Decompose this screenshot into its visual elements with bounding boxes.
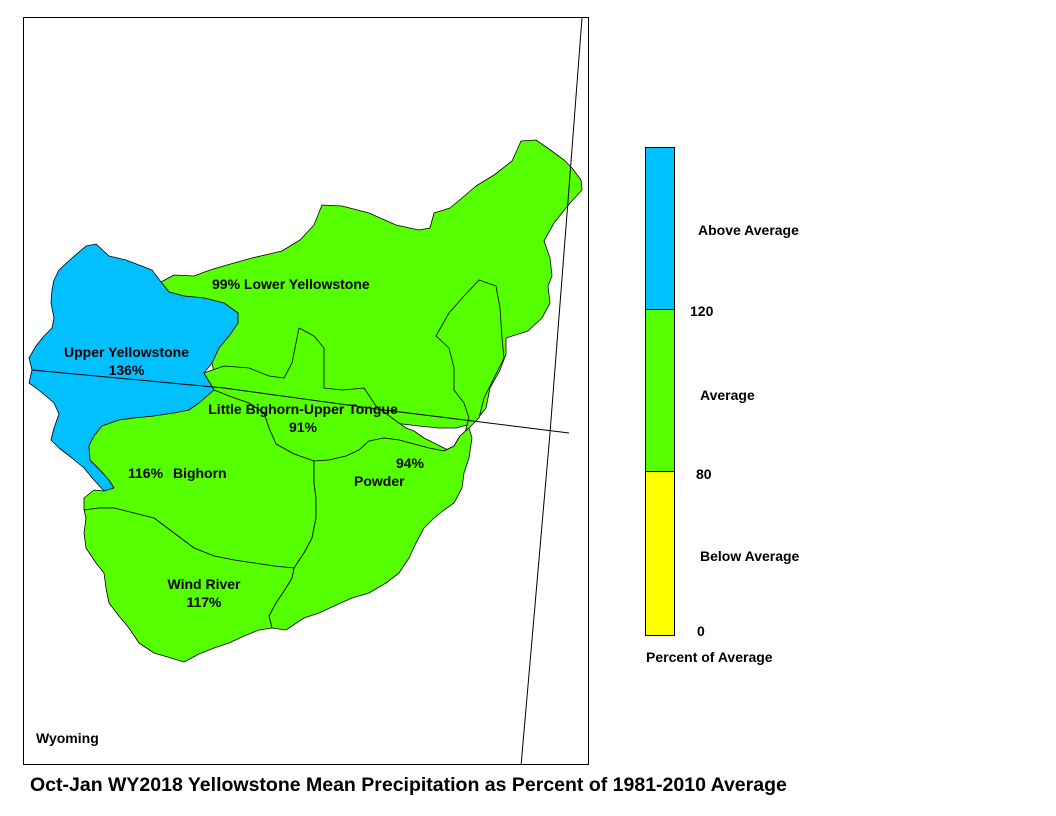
upper-yellowstone-percent: 136% <box>108 362 145 378</box>
state-label: Wyoming <box>36 730 99 746</box>
little-bighorn-upper-tongue-name: Little Bighorn-Upper Tongue <box>208 401 398 417</box>
legend-below-swatch <box>645 471 675 636</box>
basin-label-upper-yellowstone: Upper Yellowstone 136% <box>54 343 199 379</box>
legend-average-label: Average <box>700 387 755 403</box>
map-caption: Oct-Jan WY2018 Yellowstone Mean Precipit… <box>30 774 787 796</box>
basin-map <box>28 18 583 764</box>
legend-below-label: Below Average <box>700 548 800 564</box>
legend-average-swatch <box>645 309 675 473</box>
wind-river-percent: 117% <box>186 594 222 610</box>
basin-label-wind-river: Wind River 117% <box>154 575 254 611</box>
basin-label-powder: 94% Powder <box>354 454 424 490</box>
bighorn-percent: 116% <box>128 465 164 481</box>
basin-wind-river-shape[interactable] <box>83 507 295 663</box>
legend-tick-120: 120 <box>690 303 714 319</box>
state-border-line <box>31 369 570 434</box>
map-panel: 99% Lower Yellowstone Upper Yellowstone … <box>23 17 589 765</box>
powder-name: Powder <box>354 473 405 489</box>
legend-above-swatch <box>645 147 675 311</box>
state-border-east-line <box>520 18 583 764</box>
legend-tick-80: 80 <box>696 466 712 482</box>
wind-river-name: Wind River <box>167 576 241 592</box>
legend-above-label: Above Average <box>698 222 799 238</box>
basin-label-lower-yellowstone: 99% Lower Yellowstone <box>212 275 370 293</box>
bighorn-name: Bighorn <box>172 465 227 481</box>
basin-label-bighorn: 116% Bighorn <box>128 464 227 482</box>
upper-yellowstone-name: Upper Yellowstone <box>64 344 189 360</box>
legend <box>645 147 675 636</box>
lower-yellowstone-name: Lower Yellowstone <box>243 276 370 292</box>
lower-yellowstone-percent: 99% <box>212 276 241 292</box>
little-bighorn-upper-tongue-percent: 91% <box>288 419 318 435</box>
basin-label-little-bighorn-upper-tongue: Little Bighorn-Upper Tongue 91% <box>194 400 412 436</box>
legend-title: Percent of Average <box>646 649 773 665</box>
legend-tick-0: 0 <box>697 623 705 639</box>
powder-percent: 94% <box>395 455 424 471</box>
